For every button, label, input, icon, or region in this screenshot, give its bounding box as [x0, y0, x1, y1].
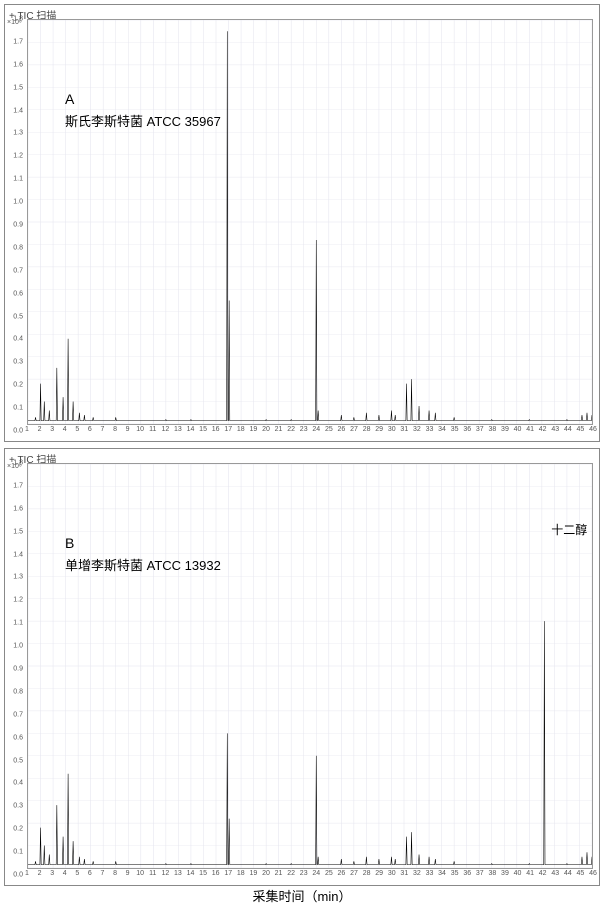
x-axis-title: 采集时间（min）: [0, 886, 604, 905]
panel-a-strain: 斯氏李斯特菌 ATCC 35967: [65, 111, 221, 130]
panel-b-strain: 单增李斯特菌 ATCC 13932: [65, 555, 221, 574]
peak-annotation-dodecanol: 十二醇: [551, 521, 587, 538]
chromatogram-a: [28, 20, 592, 424]
panel-a: + TIC 扫描 ×10⁶ 0.00.10.20.30.40.50.60.70.…: [4, 4, 600, 442]
chromatogram-b: [28, 464, 592, 868]
x-axis-ticks-a: 1234567891011121314151617181920212223242…: [27, 425, 593, 441]
panel-b-letter: B: [65, 535, 74, 551]
y-axis-labels-a: 0.00.10.20.30.40.50.60.70.80.91.01.11.21…: [5, 19, 25, 431]
y-axis-labels-b: 0.00.10.20.30.40.50.60.70.80.91.01.11.21…: [5, 463, 25, 875]
panel-a-letter: A: [65, 91, 74, 107]
panel-b: + TIC 扫描 ×10⁶ 0.00.10.20.30.40.50.60.70.…: [4, 448, 600, 886]
x-axis-ticks-b: 1234567891011121314151617181920212223242…: [27, 869, 593, 885]
plot-area-b: [27, 463, 593, 869]
plot-area-a: [27, 19, 593, 425]
figure-page: + TIC 扫描 ×10⁶ 0.00.10.20.30.40.50.60.70.…: [0, 0, 604, 907]
